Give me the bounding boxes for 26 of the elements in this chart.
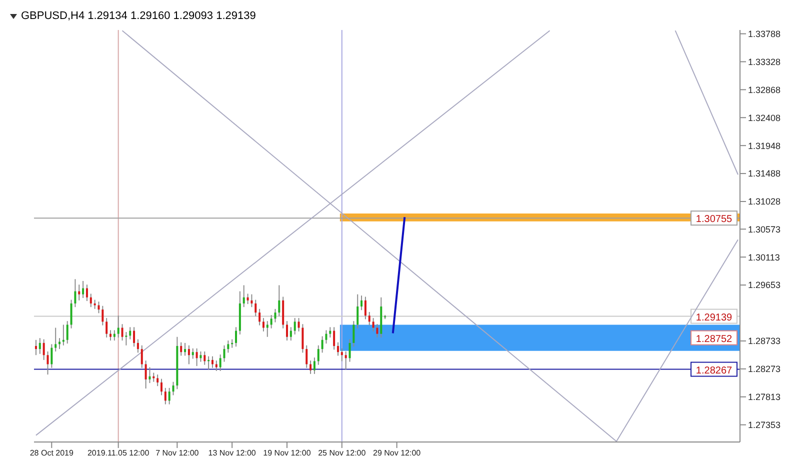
x-tick-label: 2019.11.05 12:00 (87, 448, 150, 458)
y-tick-label: 1.28273 (748, 364, 781, 374)
y-tick-label: 1.32868 (748, 84, 781, 95)
chart-title: GBPUSD,H4 1.29134 1.29160 1.29093 1.29139 (21, 10, 256, 22)
y-tick-label: 1.30113 (748, 252, 780, 262)
band-label: 1.28752 (696, 334, 733, 345)
y-tick-label: 1.31028 (748, 196, 781, 207)
y-tick-label: 1.29653 (748, 280, 781, 290)
y-tick-label: 1.27353 (748, 420, 781, 430)
y-tick-label: 1.32408 (748, 112, 781, 123)
ref-line-label: 1.30755 (696, 214, 733, 226)
x-tick-label: 29 Nov 12:00 (373, 448, 422, 458)
x-tick-label: 28 Oct 2019 (30, 448, 74, 458)
y-tick-label: 1.28733 (748, 336, 781, 346)
y-tick-label: 1.31948 (748, 140, 781, 151)
ref-line-label: 1.28267 (696, 365, 733, 376)
y-tick-label: 1.33788 (748, 28, 781, 39)
x-tick-label: 13 Nov 12:00 (208, 448, 256, 458)
y-tick-label: 1.31488 (748, 168, 781, 179)
ref-line-label: 1.29139 (696, 312, 733, 324)
y-tick-label: 1.30573 (748, 224, 781, 234)
x-tick-label: 7 Nov 12:00 (156, 448, 200, 458)
x-tick-label: 25 Nov 12:00 (318, 448, 366, 458)
y-tick-label: 1.27813 (748, 392, 781, 402)
x-tick-label: 19 Nov 12:00 (263, 448, 312, 458)
y-tick-label: 1.33328 (748, 56, 781, 67)
